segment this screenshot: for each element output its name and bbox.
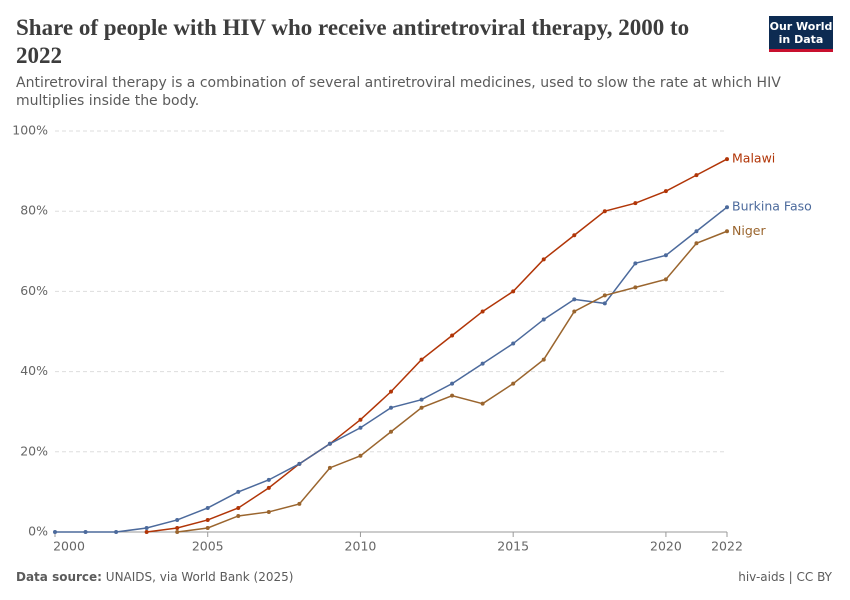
- point: [450, 381, 455, 386]
- point: [602, 293, 607, 298]
- point: [236, 505, 241, 510]
- logo[interactable]: Our World in Data: [769, 16, 833, 52]
- point: [450, 333, 455, 338]
- point: [572, 233, 577, 238]
- source: Data source: UNAIDS, via World Bank (202…: [16, 570, 293, 584]
- point: [327, 441, 332, 446]
- point: [297, 501, 302, 506]
- series-label: Malawi: [732, 151, 775, 166]
- point: [144, 525, 149, 530]
- point: [541, 357, 546, 362]
- point: [205, 525, 210, 530]
- point: [236, 513, 241, 518]
- point: [511, 341, 516, 346]
- point: [633, 201, 638, 206]
- point: [572, 309, 577, 314]
- point: [694, 241, 699, 246]
- x-tick-label: 2010: [345, 539, 377, 554]
- point: [511, 289, 516, 294]
- y-tick-label: 100%: [12, 123, 48, 138]
- y-tick-label: 60%: [20, 283, 48, 298]
- point: [205, 517, 210, 522]
- title: Share of people with HIV who receive ant…: [16, 15, 690, 68]
- series-line: [146, 158, 728, 533]
- point: [358, 425, 363, 430]
- series-label: Niger: [732, 223, 766, 238]
- point: [572, 297, 577, 302]
- x-tick-label: 2020: [650, 539, 682, 554]
- point: [175, 517, 180, 522]
- point: [358, 417, 363, 422]
- point: [389, 405, 393, 410]
- point: [663, 253, 668, 258]
- logo-line: Our World: [769, 20, 833, 33]
- point: [389, 389, 393, 394]
- y-tick-label: 40%: [20, 363, 48, 378]
- point: [694, 173, 699, 178]
- x-tick-label: 2000: [53, 539, 85, 554]
- point: [236, 489, 241, 494]
- point: [358, 453, 363, 458]
- point: [327, 465, 332, 470]
- point: [266, 485, 271, 490]
- point: [511, 381, 516, 386]
- x-tick-label: 2022: [711, 539, 743, 554]
- subtitle: Antiretroviral therapy is a combination …: [16, 75, 781, 109]
- point: [602, 209, 607, 214]
- x-tick-label: 2005: [192, 539, 224, 554]
- y-tick-label: 80%: [20, 203, 48, 218]
- point: [663, 277, 668, 282]
- point: [541, 317, 546, 322]
- point: [480, 309, 485, 314]
- y-tick-label: 0%: [28, 524, 48, 539]
- source-label: Data source:: [16, 570, 102, 584]
- point: [83, 530, 88, 534]
- point: [633, 261, 638, 266]
- point: [541, 257, 546, 262]
- point: [480, 361, 485, 366]
- point: [419, 397, 424, 402]
- point: [663, 189, 668, 194]
- point: [144, 530, 149, 534]
- point: [297, 461, 302, 466]
- point: [175, 530, 180, 534]
- point: [480, 401, 485, 406]
- license: hiv-aids | CC BY: [738, 570, 832, 584]
- x-tick-label: 2015: [497, 539, 529, 554]
- point: [725, 229, 729, 234]
- series-line: [55, 206, 728, 533]
- point: [266, 509, 271, 514]
- point: [114, 530, 119, 534]
- point: [389, 429, 393, 434]
- point: [602, 301, 607, 306]
- series-line: [177, 230, 728, 533]
- point: [725, 205, 729, 210]
- point: [419, 357, 424, 362]
- chart: 0% 20% 40% 60% 80% 100% 2000 2005 2010 2015 2020 20…: [12, 123, 812, 554]
- point: [725, 157, 729, 162]
- point: [205, 505, 210, 510]
- point: [633, 285, 638, 290]
- point: [419, 405, 424, 410]
- point: [175, 525, 180, 530]
- source-text: UNAIDS, via World Bank (2025): [105, 570, 294, 584]
- series-label: Burkina Faso: [732, 199, 812, 214]
- point: [450, 393, 455, 398]
- point: [266, 477, 271, 482]
- y-tick-label: 20%: [20, 443, 48, 458]
- point: [694, 229, 699, 234]
- logo-line: in Data: [778, 33, 824, 46]
- point: [53, 530, 57, 534]
